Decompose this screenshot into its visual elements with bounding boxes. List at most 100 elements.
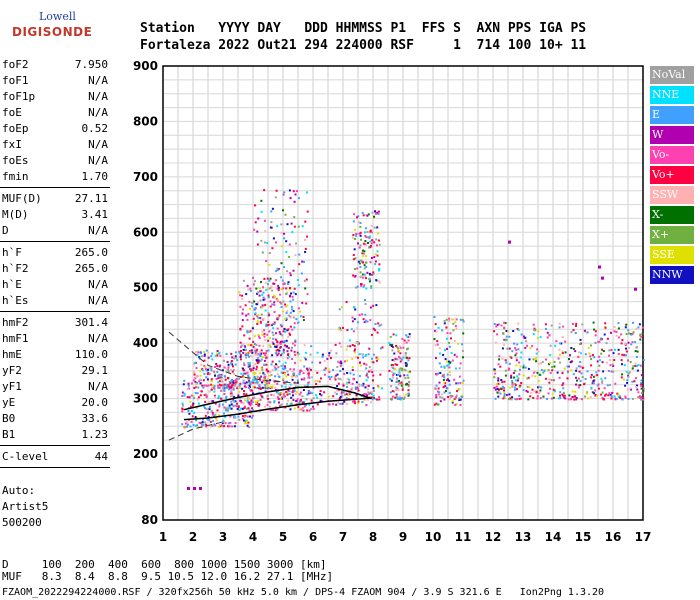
echo-point xyxy=(250,367,253,370)
echo-point xyxy=(186,396,189,399)
echo-point xyxy=(265,323,268,326)
echo-point xyxy=(549,361,552,364)
echo-point xyxy=(395,381,398,383)
echo-point xyxy=(454,325,457,328)
echo-point xyxy=(207,356,210,359)
echo-point xyxy=(608,354,611,357)
echo-point xyxy=(535,360,538,363)
echo-point xyxy=(232,380,235,382)
echo-point xyxy=(499,392,502,395)
echo-point xyxy=(640,335,643,338)
echo-point xyxy=(532,397,535,399)
echo-point xyxy=(251,409,254,411)
echo-point xyxy=(295,242,297,245)
echo-point xyxy=(310,399,313,402)
echo-point xyxy=(216,354,219,357)
echo-point xyxy=(298,263,301,266)
echo-point xyxy=(500,387,503,390)
echo-point xyxy=(285,312,288,314)
echo-point xyxy=(261,330,264,333)
echo-point xyxy=(203,353,206,356)
echo-point xyxy=(511,385,514,388)
echo-point xyxy=(294,254,297,257)
echo-point xyxy=(281,367,284,370)
echo-point xyxy=(370,396,373,399)
echo-point xyxy=(289,316,292,319)
echo-point xyxy=(276,299,279,301)
echo-point xyxy=(637,396,640,399)
echo-point xyxy=(532,371,535,374)
param-label: foF1p xyxy=(2,90,36,103)
echo-point xyxy=(270,393,273,396)
param-row: hmF2 301.4 xyxy=(2,316,110,332)
echo-point xyxy=(214,396,217,399)
echo-point xyxy=(276,225,279,228)
param-label: foEs xyxy=(2,154,29,167)
x-tick-label: 14 xyxy=(545,530,562,544)
distance-row: D 100 200 400 600 800 1000 1500 3000 [km… xyxy=(2,558,327,571)
echo-point xyxy=(266,277,269,280)
echo-point xyxy=(338,328,341,331)
echo-point xyxy=(554,390,557,393)
echo-point xyxy=(403,339,406,342)
echo-point xyxy=(327,395,330,398)
echo-point xyxy=(367,391,370,394)
echo-point xyxy=(282,363,285,366)
param-label: hmE xyxy=(2,348,22,361)
echo-point xyxy=(248,337,251,340)
echo-point xyxy=(243,364,246,366)
echo-point xyxy=(302,378,305,381)
echo-point xyxy=(243,405,246,408)
echo-point xyxy=(206,378,209,381)
param-label: h`E xyxy=(2,278,22,291)
echo-point xyxy=(614,398,617,401)
echo-point xyxy=(404,393,407,396)
echo-point xyxy=(304,351,307,354)
echo-point xyxy=(538,373,541,376)
echo-point xyxy=(459,362,462,365)
echo-point xyxy=(502,332,505,335)
echo-point xyxy=(625,323,628,326)
echo-point xyxy=(269,345,272,348)
x-tick-label: 11 xyxy=(455,530,472,544)
echo-point xyxy=(437,393,440,396)
echo-point xyxy=(356,321,359,324)
echo-point xyxy=(236,359,239,362)
echo-point xyxy=(271,207,274,210)
echo-point xyxy=(558,348,561,351)
echo-point xyxy=(292,269,295,272)
echo-point xyxy=(370,286,373,289)
echo-point xyxy=(273,311,276,313)
echo-point xyxy=(283,237,286,240)
echo-point xyxy=(287,399,290,402)
echo-point xyxy=(289,383,292,386)
echo-point xyxy=(357,400,360,403)
echo-point xyxy=(389,335,392,338)
param-row: B1 1.23 xyxy=(2,428,110,444)
echo-point xyxy=(443,319,446,322)
echo-point xyxy=(399,374,402,377)
echo-point xyxy=(627,341,630,344)
echo-point xyxy=(255,352,258,355)
echo-point xyxy=(275,367,278,370)
echo-point xyxy=(278,376,281,378)
echo-point xyxy=(231,363,234,366)
echo-point xyxy=(294,361,296,364)
echo-point xyxy=(218,373,221,376)
echo-point xyxy=(407,339,410,342)
echo-point xyxy=(530,391,533,394)
echo-point xyxy=(316,371,319,374)
echo-point xyxy=(621,398,624,401)
echo-point xyxy=(391,349,394,352)
echo-point xyxy=(256,387,259,389)
echo-point xyxy=(575,369,578,372)
file-info: FZAOM_2022294224000.RSF / 320fx256h 50 k… xyxy=(2,587,605,598)
echo-point xyxy=(243,390,245,392)
echo-point xyxy=(306,191,308,194)
echo-point xyxy=(224,422,227,425)
echo-point xyxy=(358,361,361,364)
echo-point xyxy=(336,365,339,368)
echo-point xyxy=(363,252,366,255)
echo-point xyxy=(304,220,307,223)
